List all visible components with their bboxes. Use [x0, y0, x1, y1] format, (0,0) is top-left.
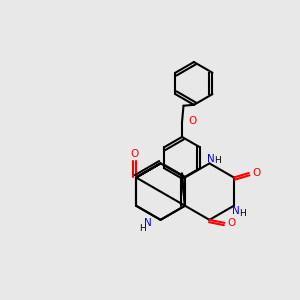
Text: H: H [139, 224, 146, 233]
Text: O: O [189, 116, 197, 127]
Text: O: O [228, 218, 236, 228]
Text: N: N [232, 206, 239, 216]
Text: O: O [252, 168, 260, 178]
Text: O: O [130, 149, 139, 159]
Text: N: N [207, 154, 215, 164]
Text: H: H [214, 156, 221, 165]
Text: H: H [239, 209, 246, 218]
Text: N: N [145, 218, 152, 228]
